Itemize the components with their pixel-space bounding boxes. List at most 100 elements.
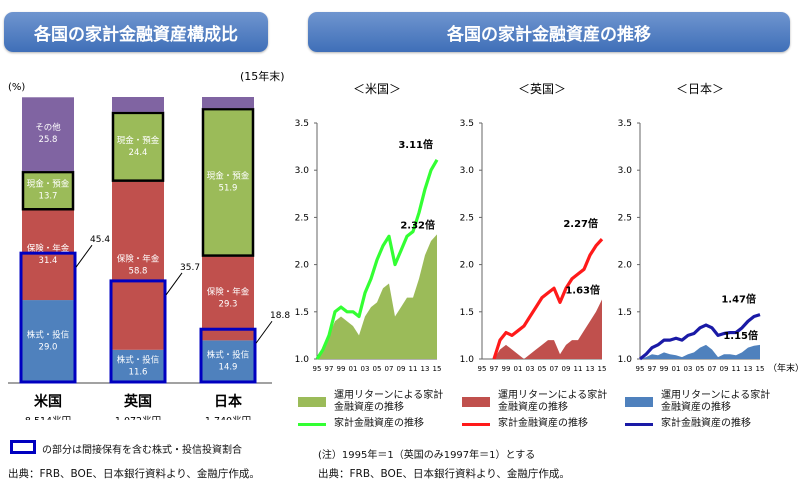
bar-segment xyxy=(202,256,254,341)
right-base-note: (注）1995年＝1（英国のみ1997年＝1）とする xyxy=(318,450,536,461)
legend-line-label-jp: 家計金融資産の推移 xyxy=(661,418,751,429)
share-leader-line xyxy=(255,320,273,344)
right-source-note: 出典：FRB、BOE、日本銀行資料より、金融庁作成。 xyxy=(318,468,570,480)
x-tick-label: 13 xyxy=(586,365,595,373)
y-tick-label: 1.5 xyxy=(460,308,474,318)
line-series-uk xyxy=(492,238,604,360)
share-leader-line xyxy=(75,244,93,268)
bar-segment xyxy=(22,171,74,211)
x-tick-label: 03 xyxy=(526,365,535,373)
segment-label: 株式・投信 xyxy=(207,350,250,361)
indirect-share-label: 35.7 xyxy=(180,263,200,273)
indirect-stock-box xyxy=(109,279,167,384)
y-tick-label: 2.0 xyxy=(618,261,633,271)
x-tick-label: 95 xyxy=(478,365,487,373)
x-tick-label: 03 xyxy=(361,365,370,373)
x-tick-label: 97 xyxy=(490,365,499,373)
x-tick-label: 07 xyxy=(385,365,394,373)
y-tick-label: 2.5 xyxy=(460,213,474,223)
indirect-share-label: 18.8 xyxy=(270,311,290,321)
x-tick-label: 99 xyxy=(502,365,511,373)
panel-title: ＜日本＞ xyxy=(676,82,724,96)
y-tick-label: 1.0 xyxy=(295,355,310,365)
y-tick-label: 2.0 xyxy=(460,261,475,271)
x-tick-label: 97 xyxy=(648,365,657,373)
area-end-label: 2.32倍 xyxy=(400,218,435,231)
x-tick-label: 03 xyxy=(684,365,693,373)
segment-label: 保険・年金 xyxy=(27,243,70,254)
share-leader-line xyxy=(165,272,183,296)
segment-label: 14.9 xyxy=(219,363,238,373)
left-source-note: 出典：FRB、BOE、日本銀行資料より、金融庁作成。 xyxy=(8,468,260,480)
x-tick-label: 11 xyxy=(409,365,418,373)
legend-area-label-jp-1: 運用リターンによる家計 xyxy=(661,390,771,401)
segment-label: 29.3 xyxy=(219,299,238,309)
line-series-jp xyxy=(639,313,761,361)
line-end-label: 3.11倍 xyxy=(398,138,433,151)
area-series-uk xyxy=(494,299,602,359)
x-tick-label: 15 xyxy=(598,365,607,373)
highlight-legend-note: の部分は間接保有を含む株式・投信投資割合 xyxy=(42,445,242,456)
segment-label: 株式・投信 xyxy=(117,354,160,365)
bar-segment xyxy=(202,97,254,109)
x-tick-label: 05 xyxy=(373,365,382,373)
bar-segment xyxy=(22,97,74,172)
legend-line-swatch-jp xyxy=(625,422,653,426)
x-tick-label: 05 xyxy=(538,365,547,373)
cash-outline xyxy=(21,170,75,211)
x-tick-label: 11 xyxy=(574,365,583,373)
legend-area-label-us-1: 運用リターンによる家計 xyxy=(334,390,444,401)
segment-label: 保険・年金 xyxy=(207,286,250,297)
y-tick-label: 2.0 xyxy=(295,261,310,271)
bar-segment xyxy=(112,181,164,350)
x-tick-label: 01 xyxy=(514,365,523,373)
y-tick-label: 3.5 xyxy=(295,119,309,129)
segment-label: 58.8 xyxy=(129,267,148,277)
category-label: 日本 xyxy=(214,393,243,410)
y-tick-label: 3.0 xyxy=(618,166,633,176)
segment-label: 株式・投信 xyxy=(27,330,70,341)
x-tick-label: 07 xyxy=(550,365,559,373)
x-tick-label: 13 xyxy=(744,365,753,373)
uk-legend-area: 運用リターンによる家計 金融資産の推移 xyxy=(462,390,607,414)
uk-legend-line: 家計金融資産の推移 xyxy=(462,418,588,430)
y-tick-label: 3.0 xyxy=(295,166,310,176)
segment-label: 現金・預金 xyxy=(207,170,250,181)
y-tick-label: 1.5 xyxy=(618,308,632,318)
highlight-legend-swatch xyxy=(10,440,36,454)
total-assets-label: 1,072兆円 xyxy=(115,416,161,420)
bar-segment xyxy=(22,210,74,301)
legend-line-label-us: 家計金融資産の推移 xyxy=(334,418,424,429)
right-section-header: 各国の家計金融資産の推移 xyxy=(308,12,790,52)
x-tick-label: 15 xyxy=(433,365,442,373)
bar-segment xyxy=(112,349,164,383)
bar-segment xyxy=(202,108,254,257)
x-tick-label: 15 xyxy=(756,365,765,373)
x-tick-label: 99 xyxy=(337,365,346,373)
period-label: (15年末) xyxy=(240,69,285,83)
indirect-share-label: 45.4 xyxy=(90,235,110,245)
area-end-label: 1.15倍 xyxy=(723,329,758,342)
y-tick-label: 3.5 xyxy=(618,119,632,129)
us-legend-area: 運用リターンによる家計 金融資産の推移 xyxy=(298,390,443,414)
legend-line-swatch-us xyxy=(298,422,326,426)
y-tick-label: 3.0 xyxy=(460,166,475,176)
segment-label: 現金・預金 xyxy=(117,135,160,146)
cash-outline xyxy=(201,107,255,257)
segment-label: 51.9 xyxy=(219,183,238,193)
x-tick-label: 95 xyxy=(636,365,645,373)
bar-segment xyxy=(112,111,164,182)
x-unit-label: （年末） xyxy=(768,362,800,374)
us-legend-line: 家計金融資産の推移 xyxy=(298,418,424,430)
y-tick-label: 3.5 xyxy=(460,119,474,129)
legend-area-label-jp-2: 金融資産の推移 xyxy=(661,402,731,413)
bar-segment xyxy=(112,97,164,112)
legend-area-label-uk-1: 運用リターンによる家計 xyxy=(498,390,608,401)
indirect-stock-box xyxy=(199,327,257,384)
y-tick-label: 1.5 xyxy=(295,308,309,318)
category-label: 米国 xyxy=(34,393,62,410)
y-tick-label: 2.5 xyxy=(295,213,309,223)
segment-label: その他 xyxy=(35,122,61,133)
jp-legend-area: 運用リターンによる家計 金融資産の推移 xyxy=(625,390,770,414)
segment-label: 29.0 xyxy=(39,343,58,353)
